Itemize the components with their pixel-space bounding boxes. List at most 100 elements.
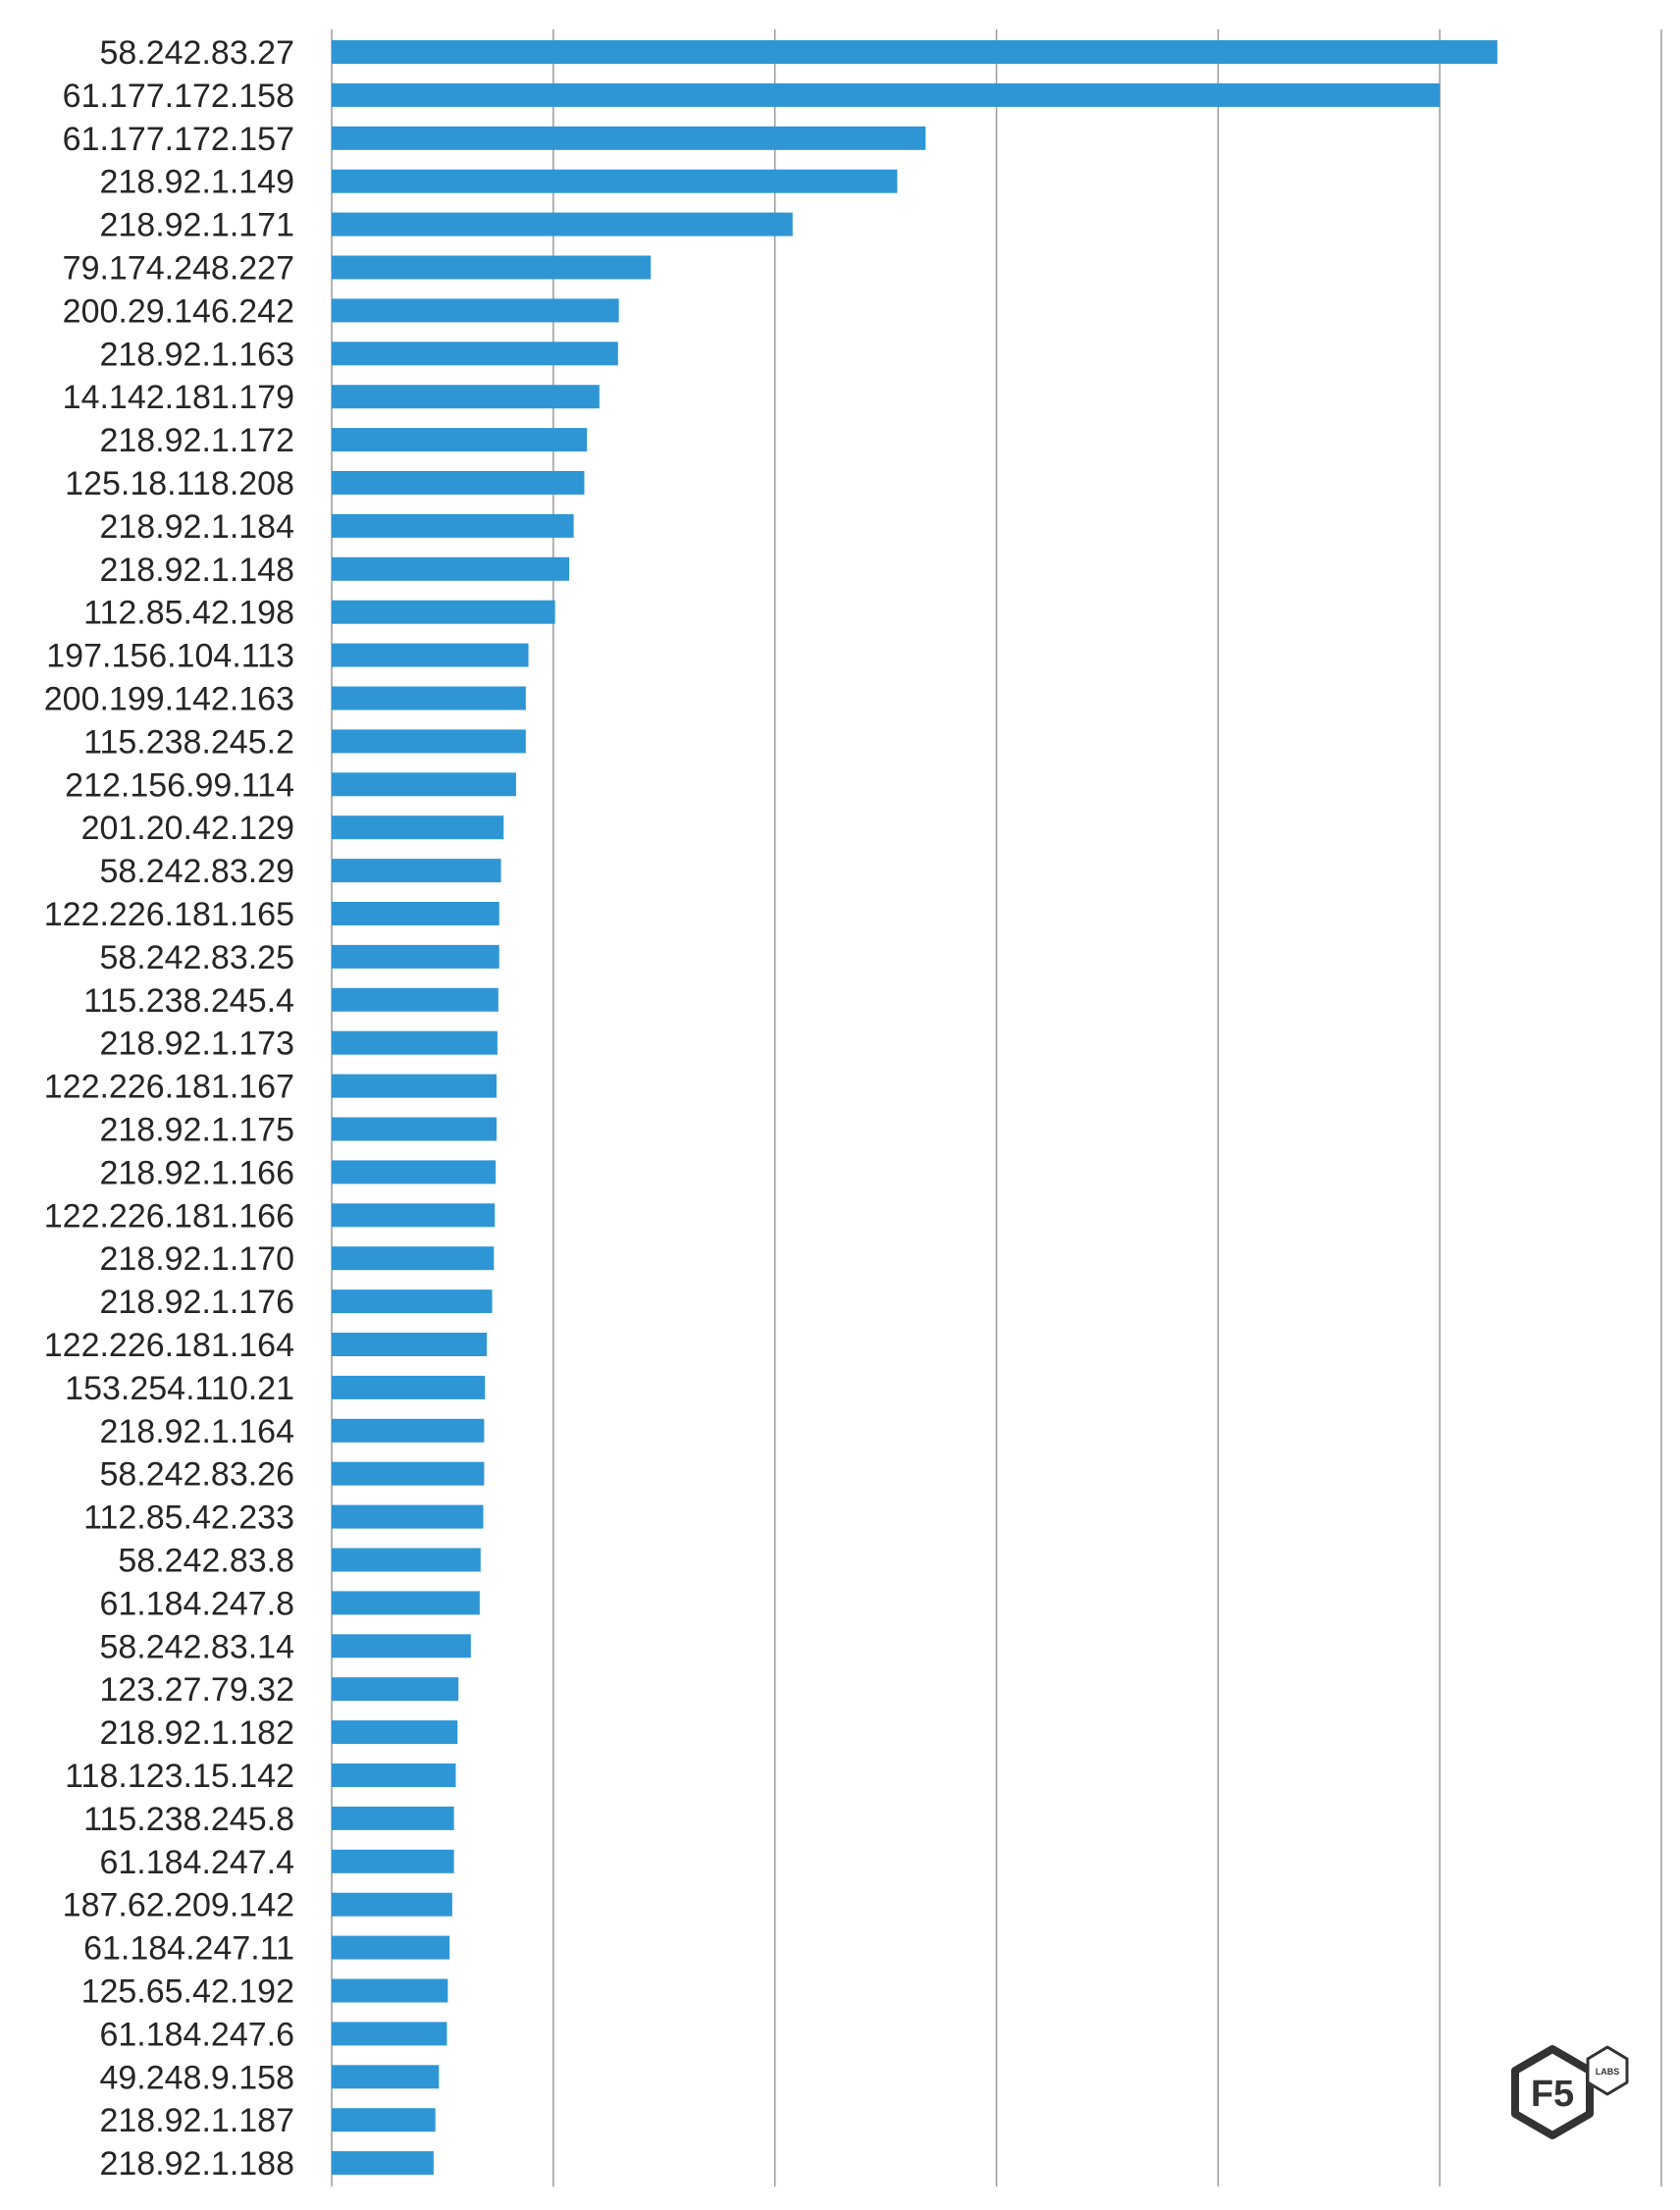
category-tick-label: 122.226.181.166 <box>44 1197 294 1235</box>
category-tick-label: 125.18.118.208 <box>65 465 294 502</box>
category-tick-label: 218.92.1.164 <box>99 1413 294 1450</box>
category-tick-label: 218.92.1.173 <box>99 1026 294 1063</box>
bar <box>332 1333 488 1356</box>
bar <box>332 2065 440 2089</box>
bar <box>332 342 618 366</box>
category-tick-label: 197.156.104.113 <box>46 638 294 675</box>
category-tick-label: 61.177.172.158 <box>63 78 294 115</box>
bar <box>332 1978 448 2003</box>
category-tick-label: 58.242.83.26 <box>99 1456 294 1494</box>
category-tick-label: 212.156.99.114 <box>65 766 294 804</box>
bar <box>332 944 499 969</box>
bar <box>332 298 619 323</box>
bar <box>332 513 574 538</box>
category-tick-label: 200.29.146.242 <box>63 292 294 330</box>
category-tick-label: 200.199.142.163 <box>44 681 294 718</box>
category-label-layer: 58.242.83.27 61.177.172.158 61.177.172.157… <box>44 34 294 2183</box>
bar <box>332 2151 434 2176</box>
category-tick-label: 58.242.83.8 <box>118 1543 294 1580</box>
bar <box>332 1418 485 1443</box>
bar <box>332 600 555 624</box>
bar <box>332 902 499 925</box>
bar <box>332 1935 450 1960</box>
category-tick-label: 79.174.248.227 <box>63 250 294 288</box>
bar <box>332 471 585 495</box>
bar <box>332 1160 497 1184</box>
category-tick-label: 115.238.245.2 <box>83 723 294 761</box>
bar <box>332 859 501 883</box>
category-tick-label: 58.242.83.27 <box>99 34 294 72</box>
bar <box>332 1375 486 1399</box>
category-tick-label: 201.20.42.129 <box>81 810 294 847</box>
bar <box>332 686 526 710</box>
bar <box>332 1720 458 1745</box>
category-tick-label: 122.226.181.165 <box>44 896 294 933</box>
category-tick-label: 153.254.110.21 <box>65 1370 294 1407</box>
bar <box>332 1117 498 1141</box>
category-tick-label: 61.184.247.8 <box>99 1585 294 1622</box>
bar <box>332 428 588 452</box>
category-tick-label: 218.92.1.176 <box>99 1284 294 1321</box>
bar <box>332 126 926 150</box>
category-tick-label: 112.85.42.198 <box>83 595 294 632</box>
category-tick-label: 218.92.1.175 <box>99 1112 294 1149</box>
category-tick-label: 218.92.1.172 <box>99 422 294 459</box>
category-tick-label: 61.177.172.157 <box>63 121 294 158</box>
category-tick-label: 218.92.1.149 <box>99 164 294 201</box>
category-tick-label: 218.92.1.148 <box>99 552 294 589</box>
category-tick-label: 123.27.79.32 <box>99 1671 294 1709</box>
bar <box>332 1634 471 1658</box>
bar <box>332 385 600 409</box>
category-tick-label: 218.92.1.184 <box>99 508 294 546</box>
category-tick-label: 49.248.9.158 <box>99 2059 294 2096</box>
logo-badge-hexagon-icon <box>1586 2045 1629 2096</box>
category-tick-label: 61.184.247.6 <box>99 2016 294 2053</box>
category-tick-label: 58.242.83.29 <box>99 853 294 890</box>
bar <box>332 987 499 1012</box>
bar <box>332 1289 493 1314</box>
logo-badge-text: LABS <box>1596 2067 1620 2077</box>
category-tick-label: 115.238.245.8 <box>83 1801 294 1838</box>
category-tick-label: 115.238.245.4 <box>83 982 294 1020</box>
bar <box>332 729 526 754</box>
bar <box>332 1461 485 1486</box>
f5-labs-logo: F5 LABS <box>1511 2045 1629 2139</box>
bar <box>332 1677 459 1702</box>
category-tick-label: 187.62.209.142 <box>63 1887 294 1924</box>
category-tick-label: 218.92.1.170 <box>99 1240 294 1278</box>
bar <box>332 1892 452 1917</box>
logo-main-text: F5 <box>1531 2074 1574 2115</box>
bar <box>332 82 1441 107</box>
bar <box>332 169 898 193</box>
bar <box>332 2108 436 2132</box>
category-tick-label: 218.92.1.171 <box>99 207 294 244</box>
bar <box>332 40 1497 64</box>
bar <box>332 816 504 840</box>
category-tick-label: 122.226.181.164 <box>44 1327 294 1364</box>
bar <box>332 1074 498 1098</box>
bar-layer <box>332 40 1497 2176</box>
category-tick-label: 61.184.247.4 <box>99 1844 294 1881</box>
bar <box>332 1203 496 1228</box>
category-tick-label: 118.123.15.142 <box>65 1758 294 1795</box>
bar <box>332 643 529 667</box>
category-tick-label: 61.184.247.11 <box>83 1930 294 1968</box>
bar <box>332 1246 495 1271</box>
category-tick-label: 218.92.1.188 <box>99 2145 294 2183</box>
category-tick-label: 112.85.42.233 <box>83 1500 294 1537</box>
category-tick-label: 58.242.83.25 <box>99 939 294 976</box>
category-tick-label: 14.142.181.179 <box>63 379 294 416</box>
category-tick-label: 58.242.83.14 <box>99 1628 294 1665</box>
bar <box>332 1548 481 1572</box>
category-tick-label: 218.92.1.182 <box>99 1714 294 1752</box>
category-tick-label: 218.92.1.166 <box>99 1154 294 1191</box>
bar <box>332 2022 447 2046</box>
category-tick-label: 218.92.1.163 <box>99 336 294 373</box>
bar <box>332 772 516 797</box>
bar <box>332 212 793 237</box>
bar <box>332 1849 454 1873</box>
bar <box>332 1763 456 1787</box>
bar <box>332 1030 498 1055</box>
